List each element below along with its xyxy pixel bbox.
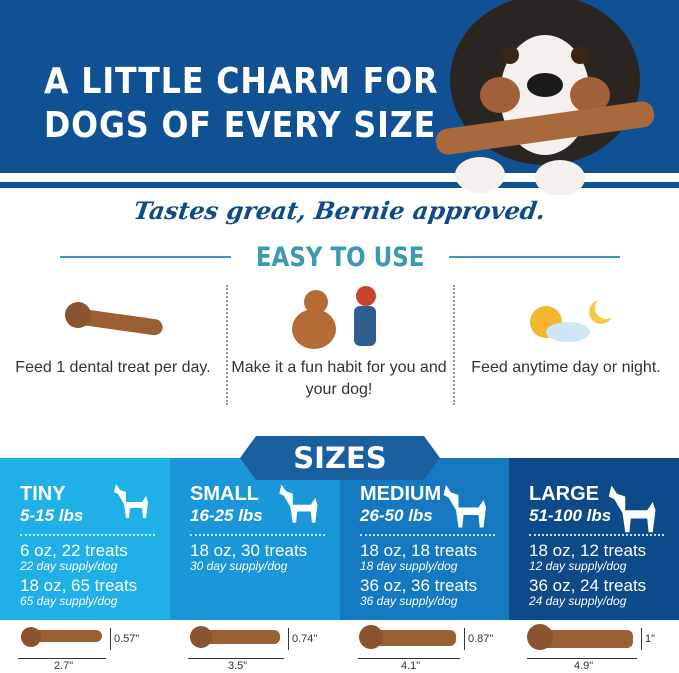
divider <box>453 285 455 405</box>
size-name: TINY <box>20 483 66 505</box>
supply-text: 65 day supply/dog <box>20 594 118 608</box>
divider <box>226 285 228 405</box>
size-panel-tiny: TINY 5-15 lbs 6 oz, 22 treats 22 day supp… <box>0 458 170 620</box>
divider <box>60 256 231 258</box>
dog-silhouette-icon <box>443 485 486 528</box>
dental-treat-icon <box>21 627 102 647</box>
size-name: LARGE <box>529 483 599 505</box>
treat-size-diagram: 4.1" 0.87" <box>358 624 493 673</box>
sun-moon-icon <box>530 296 617 342</box>
height-label: 0.74" <box>288 628 317 650</box>
supply-text: 24 day supply/dog <box>529 594 627 608</box>
height-label: 0.57" <box>110 628 139 650</box>
size-name: MEDIUM <box>360 483 442 505</box>
treat-size-diagram: 3.5" 0.74" <box>188 624 317 673</box>
supply-text: 12 day supply/dog <box>529 559 627 573</box>
height-label: 1" <box>641 628 655 650</box>
tagline: Tastes great, Bernie approved. <box>131 196 548 225</box>
treat-size-diagram: 2.7" 0.57" <box>18 624 139 673</box>
dog-silhouette-icon <box>279 484 318 523</box>
pack-size: 18 oz, 18 treats <box>360 541 478 560</box>
pack-size: 6 oz, 22 treats <box>20 541 128 560</box>
easy-item: Make it a fun habit for you and your dog… <box>226 282 452 412</box>
length-arrow <box>18 658 106 659</box>
supply-text: 30 day supply/dog <box>190 559 288 573</box>
height-label: 0.87" <box>464 628 493 650</box>
dental-treat-icon <box>527 624 633 650</box>
length-arrow <box>527 658 637 659</box>
pack-size: 18 oz, 12 treats <box>529 541 647 560</box>
dog-silhouette-icon <box>608 485 656 533</box>
divider <box>190 534 325 536</box>
bernese-dog-illustration <box>435 0 655 195</box>
size-panel-large: LARGE 51-100 lbs 18 oz, 12 treats 12 day … <box>509 458 679 620</box>
weight-range: 5-15 lbs <box>20 506 84 525</box>
treat-size-diagram: 4.9" 1" <box>527 624 657 673</box>
weight-range: 16-25 lbs <box>190 506 263 525</box>
dental-treat-icon <box>359 625 456 649</box>
length-label: 3.5" <box>228 660 248 672</box>
easy-to-use-heading: EASY TO USE <box>60 240 621 274</box>
length-arrow <box>358 658 460 659</box>
length-arrow <box>188 658 284 659</box>
pack-size: 36 oz, 24 treats <box>529 576 647 595</box>
easy-item: Feed anytime day or night. <box>453 282 679 412</box>
length-label: 2.7" <box>54 660 74 672</box>
header-stripe <box>0 182 679 188</box>
sizes-heading: SIZES <box>240 436 440 480</box>
pack-size: 36 oz, 36 treats <box>360 576 478 595</box>
weight-range: 51-100 lbs <box>529 506 612 525</box>
dental-treat-icon <box>65 301 163 335</box>
supply-text: 36 day supply/dog <box>360 594 458 608</box>
divider <box>20 534 155 536</box>
pack-size: 18 oz, 65 treats <box>20 576 138 595</box>
size-name: SMALL <box>190 483 259 505</box>
easy-item: Feed 1 dental treat per day. <box>0 282 226 412</box>
divider <box>449 256 621 258</box>
pack-size: 18 oz, 30 treats <box>190 541 308 560</box>
divider <box>529 534 664 536</box>
supply-text: 22 day supply/dog <box>20 559 118 573</box>
high-five-dog-icon <box>292 285 376 349</box>
length-label: 4.9" <box>574 660 594 672</box>
size-panel-medium: MEDIUM 26-50 lbs 18 oz, 18 treats 18 day … <box>340 458 509 620</box>
divider <box>360 534 495 536</box>
page-title: A LITTLE CHARM FOR DOGS OF EVERY SIZE <box>44 61 439 146</box>
length-label: 4.1" <box>401 660 421 672</box>
supply-text: 18 day supply/dog <box>360 559 458 573</box>
size-panel-small: SMALL 16-25 lbs 18 oz, 30 treats 30 day s… <box>170 458 340 620</box>
dental-treat-icon <box>190 626 280 648</box>
dog-silhouette-icon <box>114 484 148 518</box>
weight-range: 26-50 lbs <box>360 506 433 525</box>
